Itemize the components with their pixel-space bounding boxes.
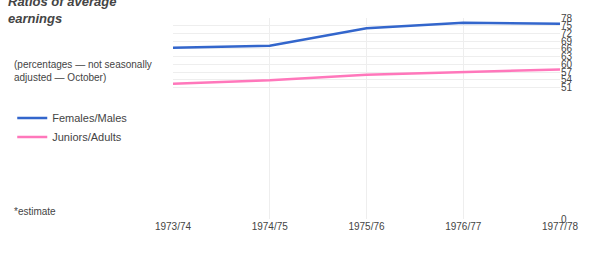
svg-text:54: 54	[561, 74, 573, 85]
svg-text:0: 0	[561, 214, 567, 225]
svg-text:69: 69	[561, 36, 573, 47]
svg-text:1973/74: 1973/74	[155, 221, 192, 232]
svg-text:1974/75: 1974/75	[252, 221, 289, 232]
svg-text:57: 57	[561, 67, 573, 78]
svg-text:Females/Males: Females/Males	[52, 112, 127, 124]
svg-text:(percentages — not seasonallya: (percentages — not seasonallyadjusted — …	[14, 59, 152, 83]
svg-text:51: 51	[561, 82, 573, 93]
svg-text:72: 72	[561, 28, 573, 39]
svg-text:66: 66	[561, 43, 573, 54]
svg-text:1975/76: 1975/76	[348, 221, 385, 232]
svg-text:Ratios of averageearnings: Ratios of averageearnings	[8, 0, 116, 26]
svg-text:63: 63	[561, 51, 573, 62]
svg-text:*estimate: *estimate	[14, 206, 56, 217]
svg-text:75: 75	[561, 20, 573, 31]
svg-text:1976/77: 1976/77	[445, 221, 482, 232]
svg-text:78: 78	[561, 13, 573, 24]
svg-text:60: 60	[561, 59, 573, 70]
svg-text:1977/78: 1977/78	[542, 221, 579, 232]
svg-text:Juniors/Adults: Juniors/Adults	[52, 131, 122, 143]
